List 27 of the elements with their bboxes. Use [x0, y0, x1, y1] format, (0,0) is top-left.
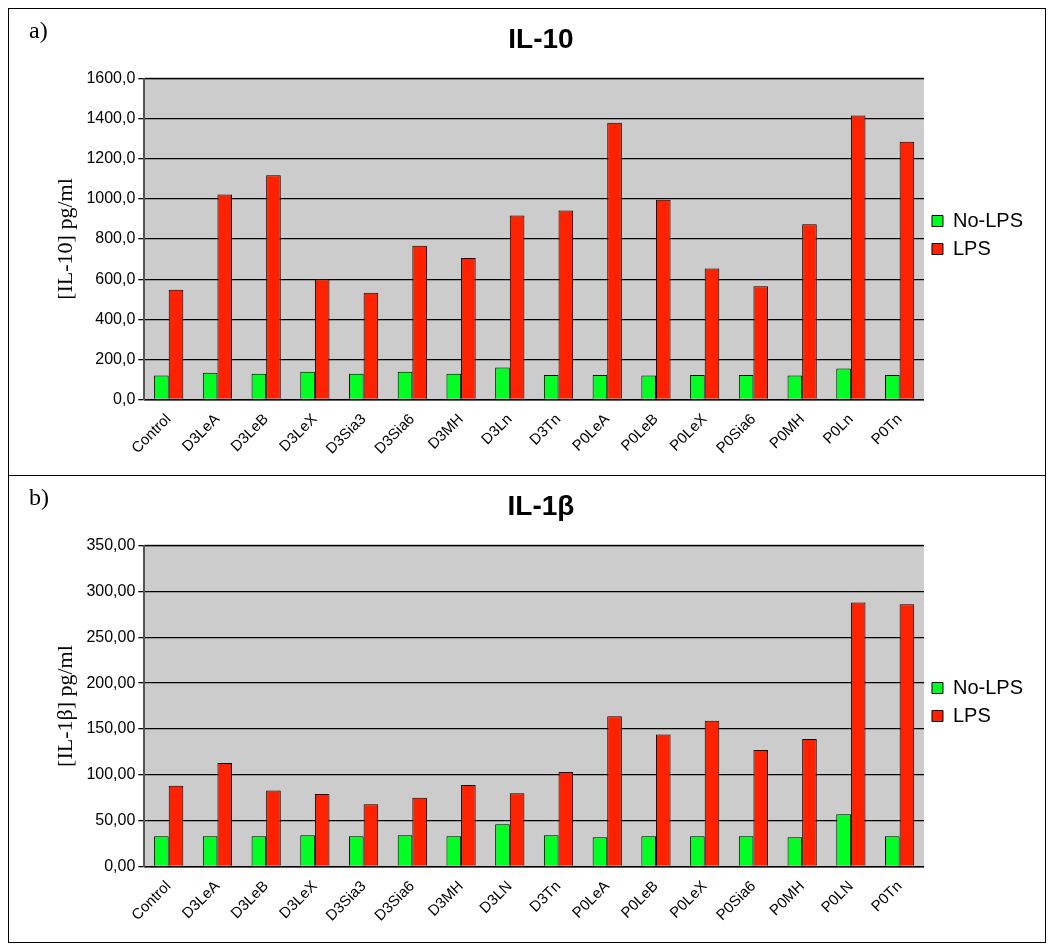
- y-tick-label: 300,00: [86, 581, 136, 599]
- y-tick-label: 0,00: [104, 856, 136, 874]
- y-tick-label: 50,00: [95, 810, 136, 828]
- text: b): [29, 483, 49, 511]
- y-axis-title: [IL-1β] pg/ml: [51, 644, 77, 767]
- legend-label: No-LPS: [952, 208, 1023, 231]
- legend-label: LPS: [952, 703, 991, 726]
- y-tick-label: 1200,0: [86, 149, 136, 167]
- y-tick-label: 1000,0: [86, 189, 136, 207]
- y-tick-label: 600,0: [95, 269, 136, 287]
- y-tick-label: 200,00: [86, 673, 136, 691]
- y-tick-label: 100,00: [86, 764, 136, 782]
- legend-label: LPS: [952, 236, 991, 259]
- chart-title: IL-1β: [507, 489, 575, 521]
- y-tick-label: 0,0: [113, 389, 136, 407]
- y-tick-label: 1400,0: [86, 109, 136, 127]
- y-tick-label: 1600,0: [86, 69, 136, 87]
- text: a): [29, 17, 48, 44]
- y-tick-label: 350,00: [86, 535, 136, 553]
- y-tick-label: 250,00: [86, 627, 136, 645]
- y-tick-label: 150,00: [86, 718, 136, 736]
- y-tick-label: 200,0: [95, 349, 136, 367]
- y-tick-label: 800,0: [95, 229, 136, 247]
- y-tick-label: 400,0: [95, 309, 136, 327]
- legend-label: No-LPS: [952, 675, 1023, 698]
- y-axis-title: [IL-10] pg/ml: [51, 178, 77, 300]
- chart-title: IL-10: [508, 22, 574, 54]
